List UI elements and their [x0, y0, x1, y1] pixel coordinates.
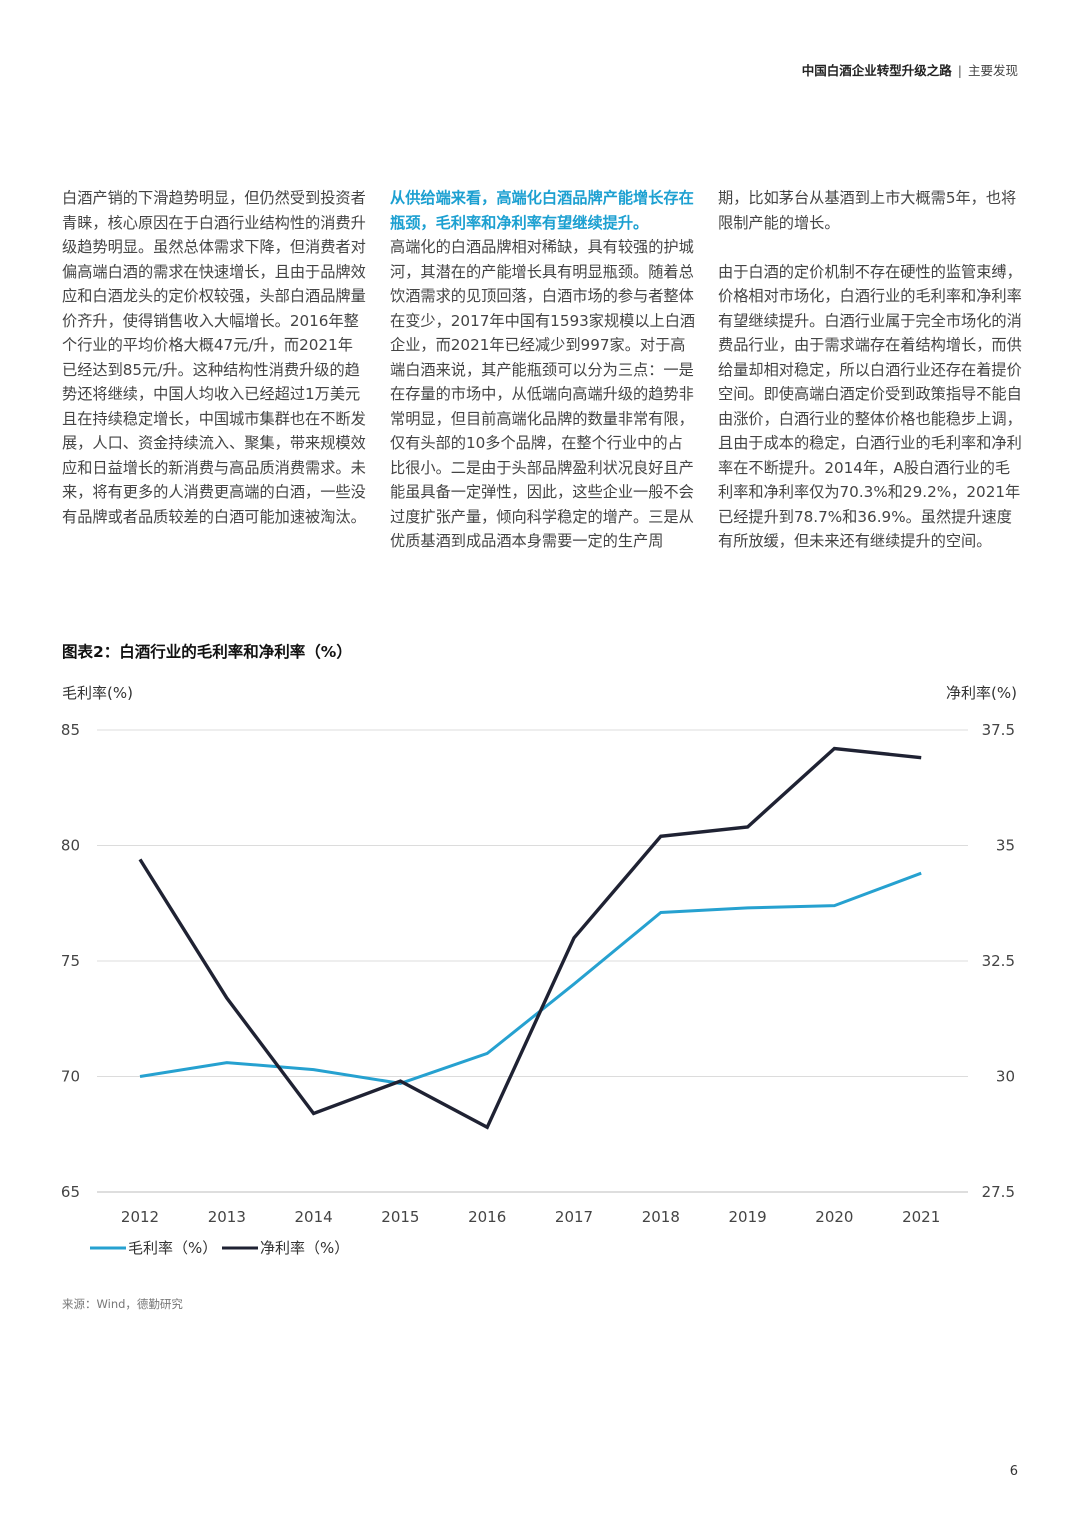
y-left-tick-label: 75 — [61, 952, 80, 970]
x-tick-label: 2020 — [815, 1208, 853, 1226]
paragraph: 白酒产销的下滑趋势明显，但仍然受到投资者青睐，核心原因在于白酒行业结构性的消费升… — [62, 189, 366, 526]
text-column-3: 期，比如茅台从基酒到上市大概需5年，也将限制产能的增长。 由于白酒的定价机制不存… — [718, 186, 1024, 554]
x-tick-label: 2014 — [295, 1208, 333, 1226]
y-left-tick-label: 70 — [61, 1068, 80, 1086]
text-column-1: 白酒产销的下滑趋势明显，但仍然受到投资者青睐，核心原因在于白酒行业结构性的消费升… — [62, 186, 368, 529]
x-tick-label: 2018 — [642, 1208, 680, 1226]
x-tick-label: 2016 — [468, 1208, 506, 1226]
paragraph: 期，比如茅台从基酒到上市大概需5年，也将限制产能的增长。 — [718, 189, 1017, 232]
y-left-tick-label: 85 — [61, 721, 80, 739]
x-tick-label: 2015 — [381, 1208, 419, 1226]
series-line-gross-margin — [139, 871, 922, 1085]
x-tick-label: 2021 — [902, 1208, 940, 1226]
y-left-tick-label: 65 — [61, 1183, 80, 1201]
y-left-tick-label: 80 — [61, 837, 80, 855]
y-left-axis-title: 毛利率(%) — [62, 684, 133, 702]
line-chart: 毛利率(%) 净利率(%) 85 37.5 80 35 75 32.5 70 30 65 27.5 20… — [61, 684, 1017, 1257]
page-number: 6 — [1009, 1464, 1018, 1479]
legend-label: 毛利率（%） — [128, 1239, 217, 1257]
running-header: 中国白酒企业转型升级之路 | 主要发现 — [802, 60, 1018, 79]
x-tick-label: 2012 — [121, 1208, 159, 1226]
figure-source: 来源：Wind，德勤研究 — [62, 1297, 183, 1311]
series-line-net-margin — [138, 746, 922, 1130]
y-right-tick-label: 35 — [996, 837, 1015, 855]
y-right-tick-label: 27.5 — [982, 1183, 1015, 1201]
y-right-axis-title: 净利率(%) — [946, 684, 1017, 702]
header-title: 中国白酒企业转型升级之路 — [801, 63, 952, 78]
figure-title: 图表2：白酒行业的毛利率和净利率（%） — [62, 643, 352, 661]
text-column-2: 从供给端来看，高端化白酒品牌产能增长存在瓶颈，毛利率和净利率有望继续提升。 高端… — [390, 186, 696, 554]
x-tick-label: 2013 — [208, 1208, 246, 1226]
y-right-tick-label: 37.5 — [982, 721, 1015, 739]
header-separator: | — [957, 63, 962, 78]
y-right-tick-label: 30 — [996, 1068, 1015, 1086]
paragraph: 高端化的白酒品牌相对稀缺，具有较强的护城河，其潜在的产能增长具有明显瓶颈。随着总… — [390, 238, 696, 550]
paragraph: 由于白酒的定价机制不存在硬性的监管束缚，价格相对市场化，白酒行业的毛利率和净利率… — [718, 262, 1022, 551]
x-tick-label: 2017 — [555, 1208, 593, 1226]
section-heading: 从供给端来看，高端化白酒品牌产能增长存在瓶颈，毛利率和净利率有望继续提升。 — [390, 189, 694, 232]
y-right-tick-label: 32.5 — [982, 952, 1015, 970]
x-tick-label: 2019 — [729, 1208, 767, 1226]
header-section: 主要发现 — [967, 63, 1018, 78]
legend-label: 净利率（%） — [260, 1239, 349, 1257]
